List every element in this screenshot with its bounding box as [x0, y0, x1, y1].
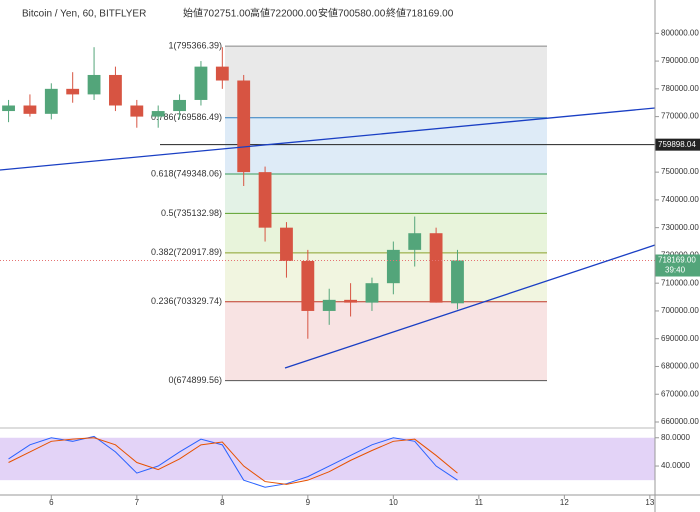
- x-tick-label: 9: [306, 498, 311, 507]
- chart-title: Bitcoin / Yen, 60, BITFLYER: [22, 9, 146, 20]
- candle-body: [280, 227, 293, 261]
- fib-label: 0(674899.56): [168, 375, 222, 385]
- oscillator-line: [8, 437, 458, 485]
- candle-body: [173, 99, 186, 112]
- trend-line: [0, 107, 656, 171]
- y-tick-label: 750000.00: [661, 167, 699, 176]
- y-tick-label: 40.0000: [661, 461, 690, 470]
- candle-body: [2, 105, 15, 112]
- ohlc-label: 始値702751.00: [183, 7, 251, 20]
- candle-body: [87, 74, 101, 95]
- y-tick-label: 780000.00: [661, 84, 699, 93]
- candle-body: [66, 88, 80, 95]
- fib-label: 0.786(769586.49): [151, 112, 222, 122]
- fib-label: 1(795366.39): [168, 41, 222, 51]
- fib-zone: [225, 213, 547, 253]
- ohlc-label: 終値718169.00: [386, 7, 454, 20]
- fib-zone: [225, 301, 547, 381]
- candle-body: [215, 66, 229, 81]
- candle-body: [258, 172, 272, 228]
- candle-body: [23, 105, 37, 114]
- countdown: 39:40: [665, 266, 686, 275]
- y-tick-label: 740000.00: [661, 195, 699, 204]
- oscillator-band: [0, 437, 655, 481]
- y-tick-label: 700000.00: [661, 306, 699, 315]
- y-tick-label: 80.0000: [661, 433, 690, 442]
- x-tick-label: 10: [389, 498, 398, 507]
- y-tick-label: 660000.00: [661, 417, 699, 426]
- trend-line: [284, 244, 656, 369]
- price-tag-label: 718169.00: [658, 256, 696, 265]
- x-tick-label: 8: [220, 498, 225, 507]
- fib-label: 0.236(703329.74): [151, 296, 222, 306]
- candle-body: [44, 88, 58, 114]
- y-tick-label: 800000.00: [661, 28, 699, 37]
- ohlc-label: 安値700580.00: [318, 7, 386, 20]
- y-tick-label: 710000.00: [661, 278, 699, 287]
- x-tick-label: 11: [475, 498, 484, 507]
- fib-label: 0.618(749348.06): [151, 168, 222, 178]
- candle-body: [151, 111, 165, 117]
- y-tick-label: 730000.00: [661, 223, 699, 232]
- fib-zone: [225, 117, 547, 174]
- fib-zone: [225, 173, 547, 214]
- y-tick-label: 790000.00: [661, 56, 699, 65]
- candle-body: [386, 249, 400, 284]
- candle-body: [322, 299, 336, 311]
- fib-zone: [225, 46, 547, 118]
- x-tick-label: 12: [560, 498, 569, 507]
- plot: 1(795366.39) 0.786(769586.49) 0.618(749348…: [0, 28, 700, 507]
- price-tag: [655, 138, 700, 151]
- candle-body: [344, 299, 358, 303]
- ohlc-label: 高値722000.00: [250, 7, 318, 20]
- candle-body: [130, 105, 144, 117]
- fib-zone: [225, 252, 547, 302]
- candle-body: [194, 66, 208, 100]
- candle-body: [365, 283, 379, 303]
- price-tag: [655, 254, 700, 277]
- x-tick-label: 6: [49, 498, 54, 507]
- candle-body: [237, 80, 251, 173]
- x-tick-label: 7: [135, 498, 140, 507]
- candle-body: [109, 74, 122, 106]
- fib-label: 0.5(735132.98): [161, 208, 222, 218]
- y-tick-label: 670000.00: [661, 389, 699, 398]
- fib-label: 0.382(720917.89): [151, 247, 222, 257]
- y-tick-label: 680000.00: [661, 362, 699, 371]
- candle-body: [408, 233, 422, 250]
- x-tick-label: 13: [645, 498, 654, 507]
- y-tick-label: 770000.00: [661, 112, 699, 121]
- candle-body: [451, 260, 464, 304]
- candle-body: [429, 233, 443, 303]
- candle-body: [301, 260, 315, 311]
- price-tag-label: 759898.04: [658, 140, 696, 149]
- y-tick-label: 690000.00: [661, 334, 699, 343]
